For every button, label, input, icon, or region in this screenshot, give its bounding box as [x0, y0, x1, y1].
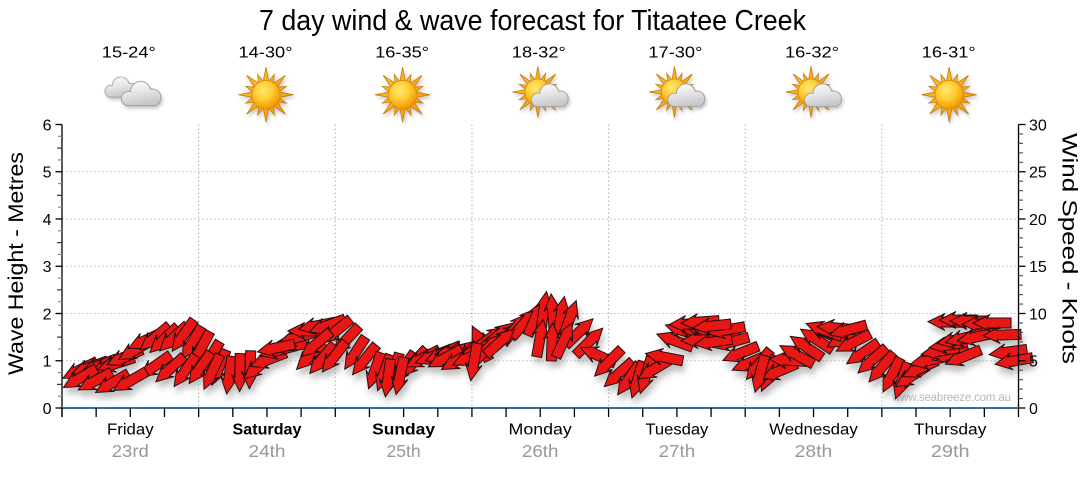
svg-text:30: 30	[1029, 117, 1047, 134]
svg-text:15: 15	[1029, 259, 1047, 276]
svg-text:1: 1	[43, 354, 52, 371]
svg-text:5: 5	[43, 165, 52, 182]
svg-text:4: 4	[43, 212, 52, 229]
svg-text:18-32°: 18-32°	[512, 45, 566, 62]
svg-text:7 day wind & wave forecast for: 7 day wind & wave forecast for Titaatee …	[259, 5, 806, 37]
svg-text:Thursday: Thursday	[914, 422, 987, 439]
svg-text:28th: 28th	[795, 441, 833, 461]
svg-text:www.seabreeze.com.au: www.seabreeze.com.au	[891, 392, 1011, 404]
svg-text:25th: 25th	[387, 441, 421, 461]
svg-text:14-30°: 14-30°	[239, 45, 293, 62]
svg-text:Monday: Monday	[509, 422, 573, 439]
svg-text:Friday: Friday	[107, 422, 154, 439]
svg-text:27th: 27th	[659, 441, 696, 461]
svg-text:29th: 29th	[931, 441, 970, 461]
svg-text:Wind Speed - Knots: Wind Speed - Knots	[1058, 133, 1080, 364]
svg-text:16-32°: 16-32°	[785, 45, 839, 62]
svg-text:Wednesday: Wednesday	[769, 422, 858, 439]
svg-text:Tuesday: Tuesday	[645, 422, 708, 439]
svg-text:2: 2	[43, 306, 52, 323]
svg-text:16-31°: 16-31°	[922, 45, 976, 62]
svg-text:24th: 24th	[249, 441, 286, 461]
svg-text:20: 20	[1029, 212, 1047, 229]
svg-text:25: 25	[1029, 165, 1047, 182]
svg-text:3: 3	[43, 259, 52, 276]
svg-text:26th: 26th	[522, 441, 559, 461]
svg-text:16-35°: 16-35°	[375, 45, 429, 62]
svg-text:15-24°: 15-24°	[102, 45, 156, 62]
svg-text:5: 5	[1029, 354, 1038, 371]
svg-text:23rd: 23rd	[112, 441, 149, 461]
svg-text:17-30°: 17-30°	[648, 45, 702, 62]
svg-text:0: 0	[1029, 401, 1038, 418]
svg-text:Wave Height - Metres: Wave Height - Metres	[5, 152, 28, 375]
svg-text:6: 6	[43, 117, 52, 134]
svg-text:10: 10	[1029, 306, 1047, 323]
svg-text:0: 0	[43, 401, 52, 418]
svg-text:Saturday: Saturday	[233, 422, 302, 439]
svg-text:Sunday: Sunday	[372, 422, 435, 439]
